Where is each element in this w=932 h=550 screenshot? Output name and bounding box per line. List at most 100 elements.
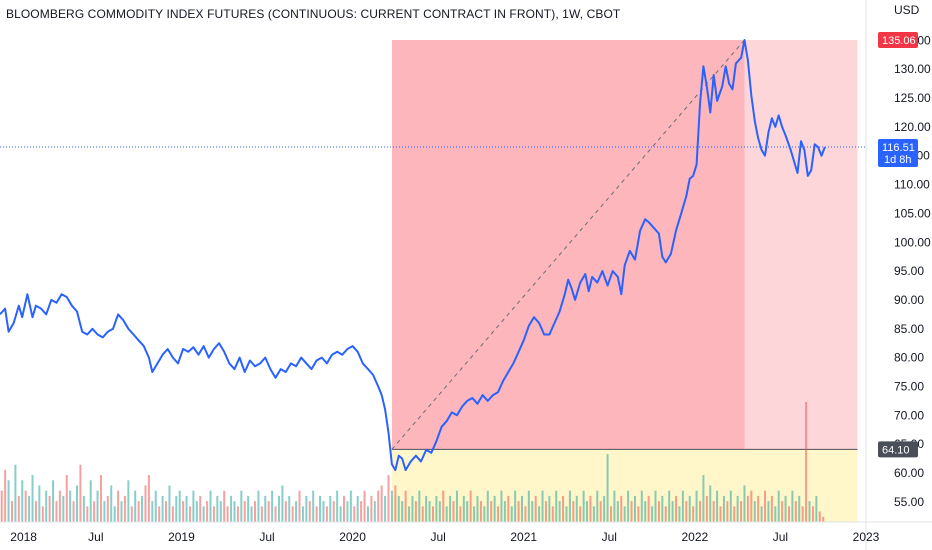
volume-bar bbox=[493, 495, 496, 522]
volume-bar bbox=[449, 495, 452, 522]
volume-bar bbox=[144, 485, 147, 522]
volume-bar bbox=[274, 506, 277, 522]
volume-bar bbox=[620, 495, 623, 522]
volume-bar bbox=[586, 501, 589, 522]
volume-bar bbox=[716, 490, 719, 522]
volume-bar bbox=[746, 495, 749, 522]
volume-bar bbox=[418, 490, 421, 522]
volume-bar bbox=[459, 506, 462, 522]
price-badge bbox=[878, 441, 918, 458]
volume-bar bbox=[212, 506, 215, 522]
volume-bar bbox=[712, 501, 715, 522]
volume-bar bbox=[284, 501, 287, 522]
volume-bar bbox=[661, 495, 664, 522]
volume-bar bbox=[753, 501, 756, 522]
price-badge-label: 116.51 bbox=[882, 142, 915, 154]
volume-bar bbox=[301, 506, 304, 522]
volume-bar bbox=[671, 501, 674, 522]
volume-bar bbox=[404, 490, 407, 522]
volume-bar bbox=[271, 490, 274, 522]
volume-bar bbox=[346, 501, 349, 522]
y-tick-label: 110.00 bbox=[894, 178, 930, 192]
volume-bar bbox=[603, 495, 606, 522]
volume-bar bbox=[740, 501, 743, 522]
volume-bar bbox=[216, 495, 219, 522]
volume-bar bbox=[336, 490, 339, 522]
volume-bar bbox=[692, 506, 695, 522]
volume-bar bbox=[0, 490, 3, 522]
volume-bar bbox=[705, 495, 708, 522]
volume-bar bbox=[651, 506, 654, 522]
volume-bar bbox=[21, 480, 24, 522]
price-badge-label: 64.10 bbox=[882, 444, 910, 456]
x-tick-label: 2019 bbox=[168, 530, 195, 544]
y-tick-label: 70.00 bbox=[894, 408, 924, 422]
volume-bar bbox=[161, 495, 164, 522]
price-badge bbox=[878, 139, 918, 168]
price-line[interactable] bbox=[0, 39, 826, 472]
volume-bar bbox=[65, 475, 68, 522]
volume-bar bbox=[565, 506, 568, 522]
volume-bar bbox=[640, 490, 643, 522]
volume-bar bbox=[298, 490, 301, 522]
volume-bar bbox=[777, 490, 780, 522]
volume-bar bbox=[353, 506, 356, 522]
volume-bar bbox=[815, 495, 818, 522]
volume-bar bbox=[599, 501, 602, 522]
volume-bar bbox=[158, 506, 161, 522]
volume-bar bbox=[633, 495, 636, 522]
volume-bar bbox=[154, 490, 157, 522]
volume-bar bbox=[510, 506, 513, 522]
volume-bar bbox=[363, 490, 366, 522]
volume-bar bbox=[243, 501, 246, 522]
volume-bar bbox=[93, 501, 96, 522]
volume-bar bbox=[442, 490, 445, 522]
volume-bar bbox=[770, 495, 773, 522]
volume-bar bbox=[38, 485, 41, 522]
volume-bar bbox=[209, 490, 212, 522]
volume-bar bbox=[822, 516, 825, 522]
volume-bar bbox=[110, 485, 113, 522]
volume-bar bbox=[89, 480, 92, 522]
volume-bar bbox=[729, 490, 732, 522]
y-tick-label: 60.00 bbox=[894, 466, 924, 480]
volume-bar bbox=[637, 506, 640, 522]
volume-bar bbox=[722, 495, 725, 522]
y-tick-label: 105.00 bbox=[894, 206, 931, 220]
volume-bar bbox=[411, 495, 414, 522]
y-tick-label: 130.00 bbox=[894, 62, 931, 76]
volume-bar bbox=[264, 495, 267, 522]
volume-bar bbox=[757, 495, 760, 522]
x-tick-label: 2018 bbox=[10, 530, 37, 544]
volume-bar bbox=[31, 475, 34, 522]
volume-bar bbox=[695, 490, 698, 522]
volume-bar bbox=[260, 506, 263, 522]
volume-bar bbox=[616, 501, 619, 522]
volume-bar bbox=[750, 490, 753, 522]
volume-bar bbox=[579, 506, 582, 522]
price-badge bbox=[878, 32, 918, 49]
volume-bar bbox=[325, 506, 328, 522]
y-tick-label: 95.00 bbox=[894, 264, 924, 278]
volume-bar bbox=[226, 506, 229, 522]
volume-bar bbox=[462, 495, 465, 522]
volume-bar bbox=[295, 501, 298, 522]
volume-bar bbox=[137, 501, 140, 522]
volume-bar bbox=[805, 402, 808, 522]
volume-bar bbox=[86, 506, 89, 522]
volume-bar bbox=[240, 490, 243, 522]
y-tick-label: 80.00 bbox=[894, 351, 924, 365]
volume-bar bbox=[106, 495, 109, 522]
volume-bar bbox=[329, 495, 332, 522]
volume-bar bbox=[582, 490, 585, 522]
volume-bar bbox=[117, 490, 120, 522]
volume-bar bbox=[596, 490, 599, 522]
volume-bar bbox=[127, 480, 130, 522]
volume-bar bbox=[452, 501, 455, 522]
volume-bar bbox=[41, 506, 44, 522]
volume-bar bbox=[798, 495, 801, 522]
y-tick-label: 125.00 bbox=[894, 91, 931, 105]
volume-bar bbox=[373, 501, 376, 522]
volume-bar bbox=[421, 506, 424, 522]
